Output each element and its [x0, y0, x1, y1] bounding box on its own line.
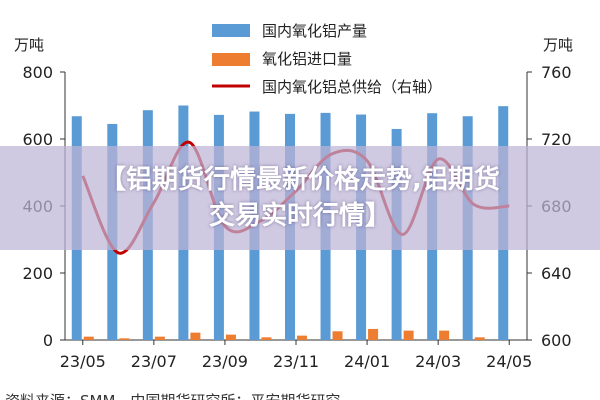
x-axis-tick-label: 24/05 — [486, 352, 532, 371]
right-axis-tick-label: 600 — [541, 331, 572, 350]
x-axis-tick-label: 23/05 — [60, 352, 106, 371]
x-axis-tick-label: 23/11 — [273, 352, 319, 371]
legend-label-production: 国内氧化铝产量 — [262, 22, 367, 40]
x-axis-tick-label: 23/09 — [202, 352, 248, 371]
legend-swatch-import — [212, 53, 250, 66]
bar-import — [368, 328, 379, 340]
bar-import — [190, 332, 201, 340]
bar-import — [474, 337, 485, 340]
bar-import — [297, 335, 307, 340]
legend-label-import: 氧化铝进口量 — [262, 50, 352, 68]
right-axis-tick-label: 760 — [541, 63, 572, 82]
left-axis-tick-label: 600 — [22, 130, 53, 149]
x-axis-tick-label: 24/03 — [415, 352, 461, 371]
left-axis-unit: 万吨 — [14, 36, 44, 54]
legend-label-supply: 国内氧化铝总供给（右轴） — [262, 78, 442, 96]
x-axis-tick-label: 23/07 — [131, 352, 177, 371]
bar-import — [225, 334, 236, 340]
bar-import — [332, 331, 343, 340]
legend-swatch-production — [212, 24, 250, 37]
bar-import — [119, 338, 130, 340]
overlay-banner: 【铝期货行情最新价格走势,铝期货 交易实时行情】 — [0, 146, 600, 250]
right-axis-tick-label: 640 — [541, 264, 572, 283]
x-axis-tick-label: 24/01 — [344, 352, 390, 371]
left-axis-tick-label: 800 — [22, 63, 53, 82]
overlay-line-2: 交易实时行情】 — [208, 201, 391, 231]
bar-import — [83, 336, 94, 340]
right-axis-unit: 万吨 — [543, 36, 573, 54]
bar-import — [403, 330, 414, 340]
right-axis-tick-label: 720 — [541, 130, 572, 149]
overlay-line-1: 【铝期货行情最新价格走势,铝期货 — [100, 165, 500, 195]
bar-import — [261, 337, 272, 340]
left-axis-tick-label: 200 — [22, 264, 53, 283]
legend: 国内氧化铝产量 氧化铝进口量 国内氧化铝总供给（右轴） — [212, 22, 442, 96]
source-note: 资料来源：SMM，中国期货研究所；平安期货研究 — [5, 392, 340, 400]
bar-import — [439, 330, 450, 340]
left-axis-tick-label: 0 — [43, 331, 53, 350]
bar-import — [154, 336, 165, 340]
